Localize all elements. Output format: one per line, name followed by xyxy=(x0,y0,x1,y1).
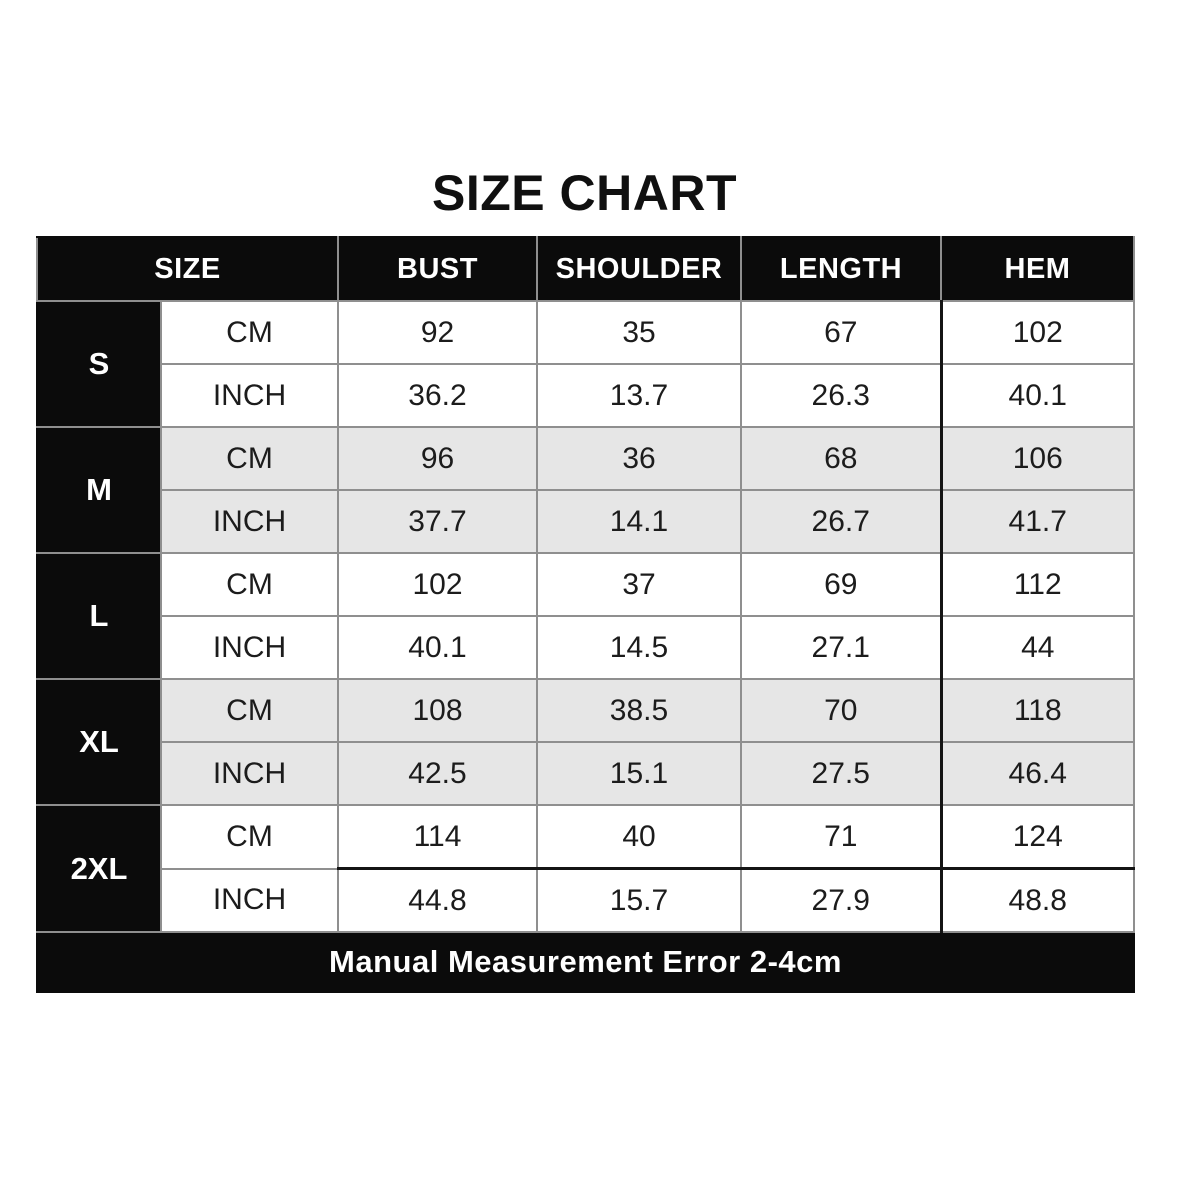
measurement-value: 14.5 xyxy=(536,615,742,680)
measurement-value: 46.4 xyxy=(939,741,1135,806)
measurement-value: 36.2 xyxy=(337,363,538,428)
measurement-value: 69 xyxy=(740,552,942,617)
table-row: INCH 44.8 15.7 27.9 48.8 xyxy=(37,867,1135,933)
table-row: INCH 40.1 14.5 27.1 44 xyxy=(37,615,1135,680)
measurement-value: 44 xyxy=(939,615,1135,680)
table-row: M CM 96 36 68 106 xyxy=(36,426,1135,554)
unit-label-inch: INCH xyxy=(160,867,339,933)
measurement-value: 118 xyxy=(939,678,1135,743)
measurement-value: 14.1 xyxy=(536,489,742,554)
measurement-value: 68 xyxy=(740,426,942,491)
footer-note: Manual Measurement Error 2-4cm xyxy=(36,931,1135,993)
measurement-value: 96 xyxy=(337,426,538,491)
table-row: XL CM 108 38.5 70 118 xyxy=(36,678,1135,806)
measurement-value: 71 xyxy=(740,804,942,870)
measurement-value: 26.3 xyxy=(740,363,942,428)
measurement-value: 35 xyxy=(536,300,742,365)
table-row: INCH 36.2 13.7 26.3 40.1 xyxy=(37,363,1135,428)
measurement-value: 40.1 xyxy=(939,363,1135,428)
table-row: INCH 37.7 14.1 26.7 41.7 xyxy=(37,489,1135,554)
unit-label-cm: CM xyxy=(160,300,339,365)
measurement-value: 106 xyxy=(939,426,1135,491)
size-label-s: S xyxy=(36,300,162,428)
unit-label-cm: CM xyxy=(160,552,339,617)
unit-label-cm: CM xyxy=(160,804,339,870)
measurement-value: 15.1 xyxy=(536,741,742,806)
measurement-value: 42.5 xyxy=(337,741,538,806)
measurement-value: 37.7 xyxy=(337,489,538,554)
table-row: INCH 42.5 15.1 27.5 46.4 xyxy=(37,741,1135,806)
column-header-bust: BUST xyxy=(337,236,538,302)
size-label-m: M xyxy=(36,426,162,554)
measurement-value: 40.1 xyxy=(337,615,538,680)
unit-label-inch: INCH xyxy=(160,741,339,806)
measurement-value: 15.7 xyxy=(536,867,742,933)
table-row: 2XL CM 114 40 71 124 xyxy=(36,804,1135,933)
measurement-value: 27.1 xyxy=(740,615,942,680)
size-label-2xl: 2XL xyxy=(36,804,162,933)
measurement-value: 27.5 xyxy=(740,741,942,806)
measurement-value: 36 xyxy=(536,426,742,491)
size-label-l: L xyxy=(36,552,162,680)
measurement-value: 70 xyxy=(740,678,942,743)
measurement-value: 41.7 xyxy=(939,489,1135,554)
measurement-value: 124 xyxy=(939,804,1135,870)
footer-row: Manual Measurement Error 2-4cm xyxy=(36,931,1135,993)
measurement-value: 26.7 xyxy=(740,489,942,554)
measurement-value: 44.8 xyxy=(337,867,538,933)
measurement-value: 102 xyxy=(939,300,1135,365)
size-chart-table: SIZE BUST SHOULDER LENGTH HEM S CM 92 35… xyxy=(36,236,1135,993)
measurement-value: 48.8 xyxy=(939,867,1135,933)
table-row: S CM 92 35 67 102 xyxy=(36,300,1135,428)
unit-label-cm: CM xyxy=(160,678,339,743)
measurement-value: 92 xyxy=(337,300,538,365)
column-header-length: LENGTH xyxy=(740,236,942,302)
column-header-size: SIZE xyxy=(36,236,339,302)
unit-label-inch: INCH xyxy=(160,615,339,680)
unit-label-inch: INCH xyxy=(160,363,339,428)
measurement-value: 112 xyxy=(939,552,1135,617)
measurement-value: 40 xyxy=(536,804,742,870)
measurement-value: 38.5 xyxy=(536,678,742,743)
column-header-shoulder: SHOULDER xyxy=(536,236,742,302)
measurement-value: 37 xyxy=(536,552,742,617)
table-row: L CM 102 37 69 112 xyxy=(36,552,1135,680)
measurement-value: 114 xyxy=(337,804,538,870)
unit-label-cm: CM xyxy=(160,426,339,491)
measurement-value: 67 xyxy=(740,300,942,365)
header-row: SIZE BUST SHOULDER LENGTH HEM xyxy=(36,236,1135,302)
unit-label-inch: INCH xyxy=(160,489,339,554)
page-title: SIZE CHART xyxy=(432,165,737,221)
column-header-hem: HEM xyxy=(940,236,1135,302)
measurement-value: 13.7 xyxy=(536,363,742,428)
size-label-xl: XL xyxy=(36,678,162,806)
measurement-value: 108 xyxy=(337,678,538,743)
measurement-value: 102 xyxy=(337,552,538,617)
measurement-value: 27.9 xyxy=(740,867,942,933)
